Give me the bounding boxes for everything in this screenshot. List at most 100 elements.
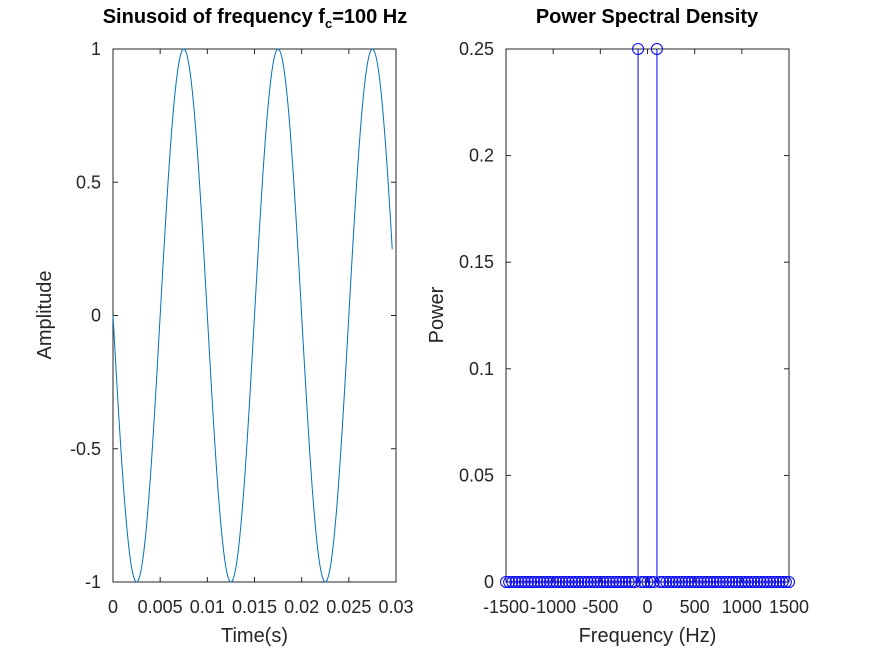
psd-ytick-label: 0.15 bbox=[459, 252, 494, 272]
psd-stem-marker bbox=[647, 576, 660, 588]
psd-stem-marker bbox=[735, 576, 748, 588]
psd-stem-marker bbox=[754, 576, 767, 588]
psd-stem-marker bbox=[710, 576, 723, 588]
psd-plot-area bbox=[505, 48, 790, 583]
psd-stem-marker bbox=[773, 576, 786, 588]
psd-stem-marker bbox=[757, 576, 770, 588]
psd-stem-marker bbox=[760, 576, 773, 588]
psd-stem-marker bbox=[698, 576, 711, 588]
psd-stem-marker bbox=[694, 576, 707, 588]
psd-xlabel: Frequency (Hz) bbox=[579, 625, 717, 647]
psd-stem-marker bbox=[776, 576, 789, 588]
psd-stem-marker bbox=[738, 576, 751, 588]
psd-stem-marker bbox=[515, 576, 528, 588]
psd-ytick-label: 0.25 bbox=[459, 39, 494, 59]
psd-stem-marker bbox=[748, 576, 761, 588]
psd-stem-marker bbox=[578, 576, 591, 588]
psd-stem-marker bbox=[562, 576, 575, 588]
psd-stem-marker bbox=[644, 576, 657, 588]
psd-ytick-label: 0.05 bbox=[459, 465, 494, 485]
sinusoid-axes: Sinusoid of frequency fc=100 Hz 0 0.005 0.… bbox=[34, 6, 414, 647]
psd-stem-marker bbox=[628, 576, 641, 588]
psd-ytick-label: 0.1 bbox=[469, 359, 494, 379]
psd-stem-marker bbox=[783, 576, 795, 588]
psd-xtick-label: -1500 bbox=[483, 597, 529, 617]
psd-stem-marker bbox=[742, 576, 755, 588]
psd-xtick-label: 1500 bbox=[769, 597, 809, 617]
psd-stem-marker bbox=[729, 576, 742, 588]
psd-stem-marker bbox=[613, 576, 626, 588]
psd-stem-marker bbox=[751, 576, 764, 588]
psd-stem-marker bbox=[691, 576, 704, 588]
sinusoid-title: Sinusoid of frequency fc=100 Hz bbox=[103, 6, 408, 31]
psd-stem-marker bbox=[666, 576, 679, 588]
psd-stem-marker bbox=[537, 576, 550, 588]
psd-stem-marker bbox=[569, 576, 582, 588]
psd-ytick-label: 0 bbox=[484, 572, 494, 592]
psd-stem-marker bbox=[509, 576, 522, 588]
psd-stem-marker bbox=[641, 576, 654, 588]
psd-stem-marker bbox=[713, 576, 726, 588]
psd-stem-marker bbox=[619, 576, 632, 588]
psd-stem-marker bbox=[676, 576, 689, 588]
psd-stem-marker bbox=[553, 576, 566, 588]
psd-stem-marker bbox=[716, 576, 729, 588]
psd-stem-marker bbox=[591, 576, 604, 588]
psd-stem-marker bbox=[550, 576, 563, 588]
psd-stem-marker bbox=[603, 576, 616, 588]
sinusoid-xtick-label: 0.02 bbox=[284, 597, 319, 617]
sinusoid-xlabel: Time(s) bbox=[221, 625, 288, 647]
psd-stem-marker bbox=[534, 576, 547, 588]
psd-stem-marker bbox=[685, 576, 698, 588]
psd-stem-marker bbox=[767, 576, 780, 588]
sinusoid-ytick-label: 1 bbox=[91, 39, 101, 59]
psd-stem-marker bbox=[606, 576, 619, 588]
psd-xtick-label: 0 bbox=[642, 597, 652, 617]
psd-stem-marker bbox=[701, 576, 714, 588]
psd-stem-marker bbox=[732, 576, 745, 588]
psd-stem-marker bbox=[600, 576, 613, 588]
psd-stem-marker bbox=[518, 576, 531, 588]
psd-stem-marker bbox=[669, 576, 682, 588]
psd-stem-marker bbox=[547, 576, 560, 588]
sinusoid-ytick-label: -1 bbox=[85, 572, 101, 592]
psd-stem-marker bbox=[679, 576, 692, 588]
psd-stem-marker bbox=[704, 576, 717, 588]
psd-stem-marker bbox=[688, 576, 701, 588]
psd-stem-marker bbox=[522, 576, 535, 588]
psd-stem-marker bbox=[723, 576, 736, 588]
psd-stem-marker bbox=[597, 576, 610, 588]
psd-stem-marker bbox=[588, 576, 601, 588]
psd-stem-marker bbox=[610, 576, 623, 588]
psd-stem-marker bbox=[500, 576, 512, 588]
psd-stem-marker bbox=[622, 576, 635, 588]
psd-stem-marker bbox=[584, 576, 597, 588]
sinusoid-xtick-label: 0 bbox=[108, 597, 118, 617]
psd-stem-marker bbox=[512, 576, 525, 588]
psd-xtick-label: 500 bbox=[680, 597, 710, 617]
psd-stem-marker bbox=[720, 576, 733, 588]
psd-stem-marker bbox=[575, 576, 588, 588]
sinusoid-xtick-label: 0.015 bbox=[232, 597, 277, 617]
psd-stem-marker bbox=[594, 576, 607, 588]
sinusoid-ylabel: Amplitude bbox=[34, 271, 56, 360]
psd-ylabel: Power bbox=[426, 286, 448, 343]
psd-stem-marker bbox=[638, 576, 651, 588]
psd-stem-marker bbox=[566, 576, 579, 588]
sinusoid-xtick-label: 0.01 bbox=[190, 597, 225, 617]
psd-stem-marker bbox=[707, 576, 720, 588]
psd-stem-marker bbox=[528, 576, 541, 588]
psd-stem-marker bbox=[540, 576, 553, 588]
psd-stem-marker bbox=[572, 576, 585, 588]
psd-stem-marker bbox=[660, 576, 673, 588]
psd-stem-marker bbox=[503, 576, 516, 588]
psd-xtick-label: -1000 bbox=[530, 597, 576, 617]
sinusoid-xtick-label: 0.03 bbox=[378, 597, 413, 617]
psd-xtick-label: -500 bbox=[582, 597, 618, 617]
sinusoid-ytick-label: 0 bbox=[91, 306, 101, 326]
psd-xtick-label: 1000 bbox=[722, 597, 762, 617]
psd-stem-marker bbox=[764, 576, 777, 588]
psd-axes: Power Spectral Density -1500 -1000 -500 0 50… bbox=[426, 6, 809, 647]
sinusoid-line bbox=[112, 48, 393, 583]
